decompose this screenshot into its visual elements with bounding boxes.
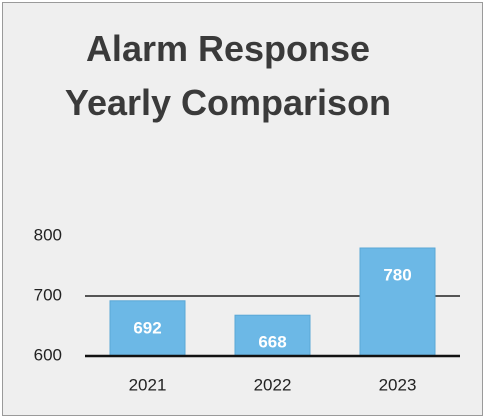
value-label: 692 (133, 318, 161, 337)
y-tick-label: 600 (34, 345, 62, 364)
chart-title: Alarm Response Yearly Comparison (64, 28, 392, 123)
value-label: 780 (383, 265, 411, 284)
bar (109, 300, 186, 357)
y-tick-label: 800 (34, 225, 62, 244)
value-label: 668 (258, 333, 286, 352)
x-tick-label: 2023 (379, 375, 417, 394)
bar (359, 247, 436, 357)
y-tick-label: 700 (34, 285, 62, 304)
x-tick-label: 2022 (254, 375, 292, 394)
bar (234, 314, 311, 357)
x-tick-label: 2021 (129, 375, 167, 394)
